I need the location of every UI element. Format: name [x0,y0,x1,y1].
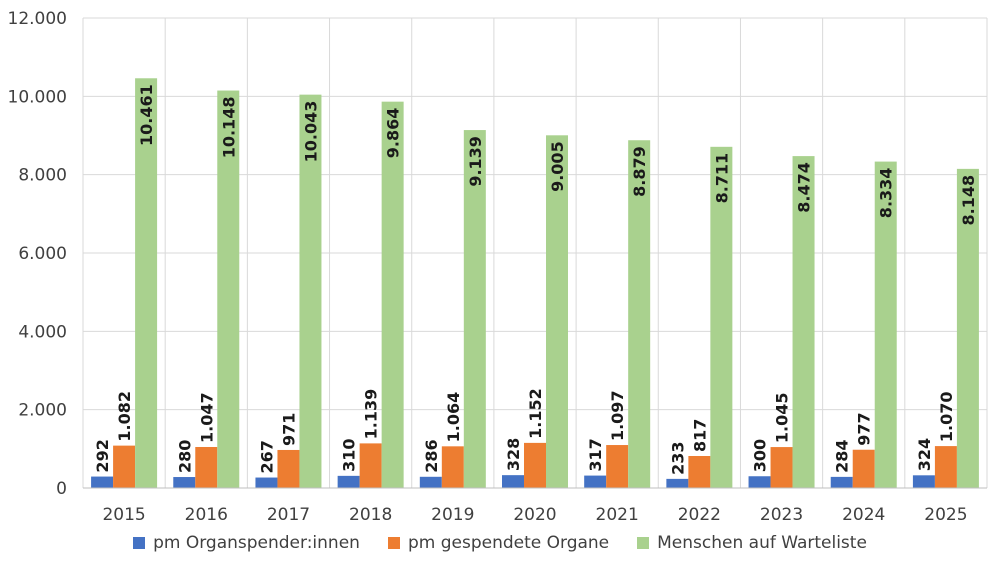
data-label: 10.148 [219,97,238,159]
bar-pm-organspender-innen [748,476,771,488]
data-label: 8.879 [630,146,649,197]
bar-menschen-auf-warteliste [710,146,733,489]
x-tick-label: 2023 [760,505,803,525]
y-tick-label: 10.000 [8,87,67,107]
bar-pm-organspender-innen [584,475,607,488]
bar-menschen-auf-warteliste [956,168,979,488]
bar-pm-gespendete-organe [524,442,546,488]
bar-chart: 0 2.000 4.000 6.000 8.000 10.000 12.000 2921.08… [8,9,988,525]
data-label: 9.139 [466,136,485,187]
legend-item-organe: pm gespendete Organe [387,533,610,553]
x-tick-label: 2025 [924,505,967,525]
bar-pm-organspender-innen [173,477,196,488]
data-label: 267 [257,440,276,473]
bar-pm-organspender-innen [91,476,114,488]
data-label: 10.461 [137,84,156,146]
bar-pm-organspender-innen [830,476,853,488]
bar-pm-gespendete-organe [934,446,957,488]
data-label: 10.043 [301,101,320,163]
data-label: 300 [751,439,770,472]
bar-pm-organspender-innen [337,475,360,488]
data-label: 8.334 [877,168,896,219]
data-label: 286 [422,439,441,472]
x-tick-label: 2019 [431,505,474,525]
data-label: 8.148 [959,175,978,226]
bar-menschen-auf-warteliste [874,161,897,488]
bar-pm-gespendete-organe [113,445,136,488]
bar-pm-gespendete-organe [852,449,875,488]
data-label: 1.139 [362,389,381,440]
data-label: 1.152 [526,388,545,439]
bar-menschen-auf-warteliste [546,135,568,488]
y-tick-label: 12.000 [8,9,67,29]
bar-menschen-auf-warteliste [463,130,486,488]
data-label: 328 [504,438,523,471]
x-tick-label: 2022 [678,505,721,525]
data-label: 1.070 [937,391,956,442]
data-label: 9.005 [548,141,567,192]
data-label: 310 [340,438,359,471]
bar-pm-organspender-innen [255,477,278,488]
legend-swatch-warteliste [637,537,650,549]
y-tick-label: 0 [56,479,67,499]
bar-menschen-auf-warteliste [792,156,815,488]
legend-item-organspender: pm Organspender:innen [133,533,360,553]
bar-pm-gespendete-organe [195,446,218,488]
data-label: 1.047 [197,392,216,443]
x-tick-label: 2021 [596,505,639,525]
data-label: 1.097 [608,390,627,441]
data-label: 8.474 [795,162,814,213]
bar-menschen-auf-warteliste [217,90,240,488]
data-label: 317 [586,438,605,471]
legend-swatch-organe [387,537,400,549]
bar-pm-gespendete-organe [606,445,629,488]
bar-menschen-auf-warteliste [381,101,404,488]
bar-pm-organspender-innen [912,475,935,488]
x-tick-label: 2024 [842,505,885,525]
legend-label-organe: pm gespendete Organe [407,533,610,553]
bar-pm-gespendete-organe [359,443,382,488]
y-tick-label: 2.000 [18,401,67,421]
legend-swatch-organspender [133,537,146,549]
data-label: 1.064 [444,392,463,443]
data-label: 977 [855,412,874,445]
bar-pm-gespendete-organe [688,456,711,488]
data-label: 284 [833,439,852,472]
bar-menschen-auf-warteliste [299,94,322,488]
x-tick-label: 2015 [102,505,145,525]
bar-pm-organspender-innen [419,476,442,488]
data-label: 280 [175,440,194,473]
data-label: 324 [915,438,934,471]
x-tick-label: 2018 [349,505,392,525]
bar-pm-gespendete-organe [441,446,464,488]
legend: pm Organspender:innen pm gespendete Orga… [0,528,1000,558]
data-label: 1.082 [115,391,134,442]
data-label: 1.045 [773,392,792,443]
data-label: 233 [668,441,687,474]
x-tick-label: 2017 [267,505,310,525]
data-label: 292 [93,439,112,472]
bar-pm-gespendete-organe [277,449,300,488]
bar-menschen-auf-warteliste [135,78,158,488]
x-tick-label: 2016 [185,505,228,525]
data-label: 9.864 [384,108,403,159]
legend-label-organspender: pm Organspender:innen [153,533,360,553]
data-label: 971 [279,413,298,446]
bar-pm-gespendete-organe [770,447,793,488]
data-label: 817 [690,419,709,452]
data-label: 8.711 [712,153,731,204]
y-tick-label: 6.000 [18,244,67,264]
legend-item-warteliste: Menschen auf Warteliste [637,533,867,553]
x-tick-label: 2020 [513,505,556,525]
y-tick-label: 4.000 [18,322,67,342]
bar-pm-organspender-innen [502,475,524,488]
bar-menschen-auf-warteliste [628,140,651,488]
legend-label-warteliste: Menschen auf Warteliste [657,533,867,553]
bar-pm-organspender-innen [666,478,689,488]
y-tick-label: 8.000 [18,166,67,186]
